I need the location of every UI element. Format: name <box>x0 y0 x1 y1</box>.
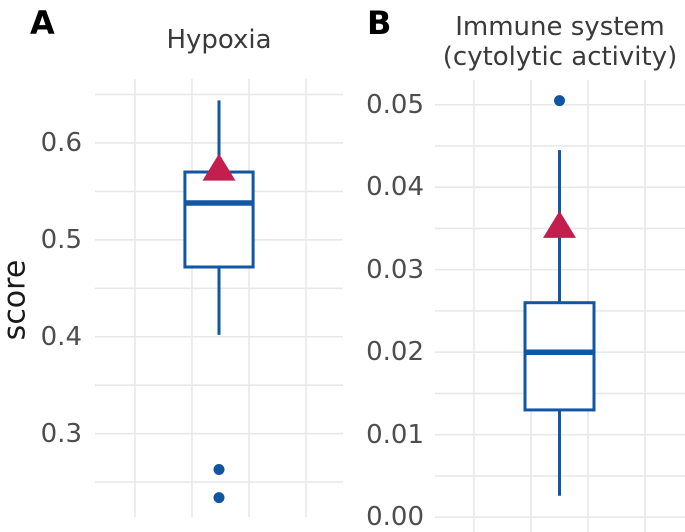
panel-b-plot-area <box>435 80 685 532</box>
panel-a-title: Hypoxia <box>166 25 272 55</box>
panel-b-title: Immune system (cytolytic activity) <box>425 12 685 72</box>
y-tick-label: 0.02 <box>366 337 424 368</box>
y-tick-label: 0.6 <box>40 127 82 158</box>
panel-label-a: A <box>30 4 55 42</box>
panel-a-plot-area <box>95 79 343 517</box>
y-tick-label: 0.3 <box>40 418 82 449</box>
box <box>183 170 255 269</box>
outlier-point <box>213 464 225 476</box>
y-tick-label: 0.03 <box>366 254 424 285</box>
y-tick-label: 0.01 <box>366 419 424 450</box>
y-axis-label: score <box>0 259 33 341</box>
panel-b-title-line1: Immune system <box>455 12 665 42</box>
mean-marker <box>543 210 576 238</box>
panel-label-b: B <box>367 4 392 42</box>
y-tick-label: 0.5 <box>40 224 82 255</box>
box <box>523 301 596 412</box>
outlier-point <box>213 492 225 504</box>
y-tick-label: 0.04 <box>366 172 424 203</box>
y-tick-label: 0.4 <box>40 321 82 352</box>
y-tick-label: 0.05 <box>366 89 424 120</box>
outlier-point <box>554 95 565 107</box>
y-tick-label: 0.00 <box>366 502 424 532</box>
panel-b-title-line2: (cytolytic activity) <box>442 42 678 72</box>
mean-marker <box>202 153 236 181</box>
